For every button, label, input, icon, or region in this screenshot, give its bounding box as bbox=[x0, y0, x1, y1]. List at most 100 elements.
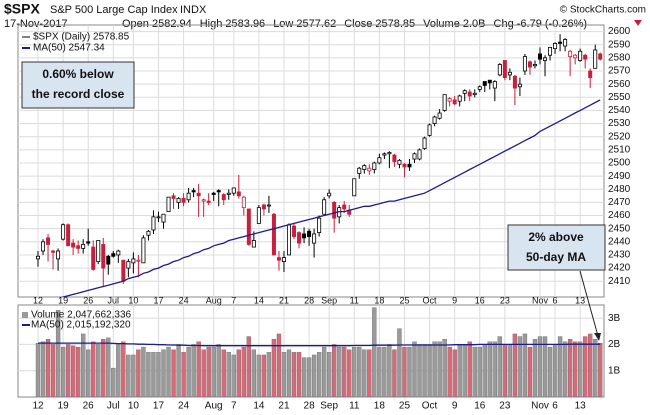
volume-bar bbox=[321, 346, 327, 397]
price-panel bbox=[17, 24, 605, 298]
x-tick-label: 28 bbox=[304, 401, 316, 412]
candle-body bbox=[492, 81, 497, 89]
candle-body bbox=[211, 192, 216, 195]
volume-bar bbox=[201, 349, 206, 397]
candle-body bbox=[457, 95, 462, 102]
x-tick-label: 16 bbox=[475, 295, 485, 305]
volume-bar bbox=[362, 349, 367, 397]
volume-bar bbox=[432, 341, 437, 397]
candle-body bbox=[281, 257, 286, 262]
candle-body bbox=[191, 190, 196, 193]
volume-bar bbox=[81, 333, 86, 397]
x-tick-label: 14 bbox=[253, 401, 265, 412]
candle-body bbox=[487, 79, 492, 84]
y-tick-label: 2490 bbox=[608, 171, 631, 182]
candle-body bbox=[568, 50, 573, 57]
volume-bar bbox=[136, 349, 141, 397]
y-tick-label: 2440 bbox=[608, 236, 631, 247]
candle-body bbox=[322, 199, 327, 215]
candle-body bbox=[161, 213, 166, 223]
x-tick-label: 12 bbox=[33, 295, 43, 305]
candle-body bbox=[437, 112, 442, 119]
x-tick-label: Jul bbox=[107, 401, 120, 412]
volume-bar bbox=[236, 349, 241, 397]
candle-body bbox=[186, 192, 191, 201]
volume-bar bbox=[45, 339, 51, 397]
legend-ma: MA(50) 2547.34 bbox=[33, 43, 105, 54]
candle-body bbox=[166, 196, 171, 212]
volume-bar bbox=[417, 344, 422, 397]
volume-bar bbox=[502, 344, 508, 397]
quote-item: Open 2582.94 bbox=[122, 18, 192, 30]
volume-bar bbox=[537, 336, 543, 397]
volume-bar bbox=[151, 352, 156, 397]
volume-moving-average bbox=[38, 342, 601, 347]
candle-body bbox=[181, 198, 186, 203]
candle-body bbox=[327, 192, 332, 197]
volume-bar bbox=[588, 333, 593, 397]
credit: © StockCharts.com bbox=[560, 5, 646, 16]
volume-bar bbox=[532, 339, 538, 397]
x-tick-label: 9 bbox=[452, 295, 457, 305]
candle-body bbox=[482, 81, 487, 86]
y-tick-label: 2570 bbox=[608, 66, 631, 77]
arrow bbox=[579, 270, 599, 337]
x-tick-label: 28 bbox=[304, 295, 314, 305]
x-tick-label: 18 bbox=[374, 295, 384, 305]
volume-bar bbox=[91, 341, 96, 397]
candle-body bbox=[66, 224, 71, 247]
volume-bar bbox=[226, 352, 231, 397]
candle-body bbox=[442, 94, 447, 111]
x-tick-label: Aug bbox=[206, 295, 222, 305]
candle-body bbox=[61, 224, 66, 240]
volume-bar bbox=[266, 352, 272, 397]
volume-bar bbox=[357, 346, 362, 397]
annotation: 2% above bbox=[528, 230, 584, 244]
candle-body bbox=[407, 163, 412, 168]
candle-body bbox=[563, 39, 568, 47]
candle-body bbox=[417, 149, 422, 160]
volume-bar bbox=[572, 341, 578, 397]
candle-body bbox=[231, 187, 236, 194]
candle-body bbox=[146, 230, 151, 236]
volume-bar bbox=[557, 336, 563, 397]
x-tick-label: 11 bbox=[350, 295, 359, 305]
candle-body bbox=[51, 250, 56, 253]
volume-bar bbox=[387, 344, 392, 397]
volume-bar bbox=[311, 354, 317, 397]
volume-bar bbox=[477, 346, 482, 397]
volume-bar bbox=[402, 346, 407, 397]
volume-bar bbox=[35, 342, 41, 397]
y-tick-label: 2600 bbox=[608, 26, 631, 37]
candle-body bbox=[251, 240, 256, 248]
candle-body bbox=[382, 153, 387, 156]
candle-body bbox=[342, 204, 347, 210]
legend-volume-ma: MA(50) 2,015,192,320 bbox=[31, 320, 131, 331]
volume-bar bbox=[55, 310, 61, 397]
y-tick-label: 2460 bbox=[608, 210, 631, 221]
volume-bar bbox=[437, 341, 442, 397]
candle-body bbox=[236, 191, 241, 197]
x-tick-label: 11 bbox=[349, 401, 360, 412]
candle-body bbox=[372, 162, 377, 170]
candle-body bbox=[151, 216, 156, 231]
legend-price: $SPX (Daily) 2578.85 bbox=[33, 32, 130, 43]
candle-body bbox=[422, 137, 427, 149]
candle-body bbox=[467, 91, 472, 97]
volume-bar bbox=[578, 341, 583, 397]
volume-bar bbox=[517, 336, 523, 397]
x-tick-label: 7 bbox=[231, 295, 236, 305]
x-tick-label: Oct bbox=[422, 401, 438, 412]
candle-body bbox=[462, 90, 467, 94]
candle-body bbox=[221, 194, 226, 201]
volume-bar bbox=[141, 346, 146, 397]
candle-body bbox=[271, 213, 276, 256]
symbol: $SPX bbox=[4, 1, 40, 17]
candle-body bbox=[583, 54, 588, 60]
x-tick-label: Aug bbox=[205, 401, 223, 412]
volume-bar bbox=[447, 346, 452, 397]
candle-body bbox=[472, 92, 477, 96]
volume-bar bbox=[211, 346, 216, 397]
volume-bar bbox=[497, 336, 502, 397]
x-tick-label: 19 bbox=[58, 401, 70, 412]
